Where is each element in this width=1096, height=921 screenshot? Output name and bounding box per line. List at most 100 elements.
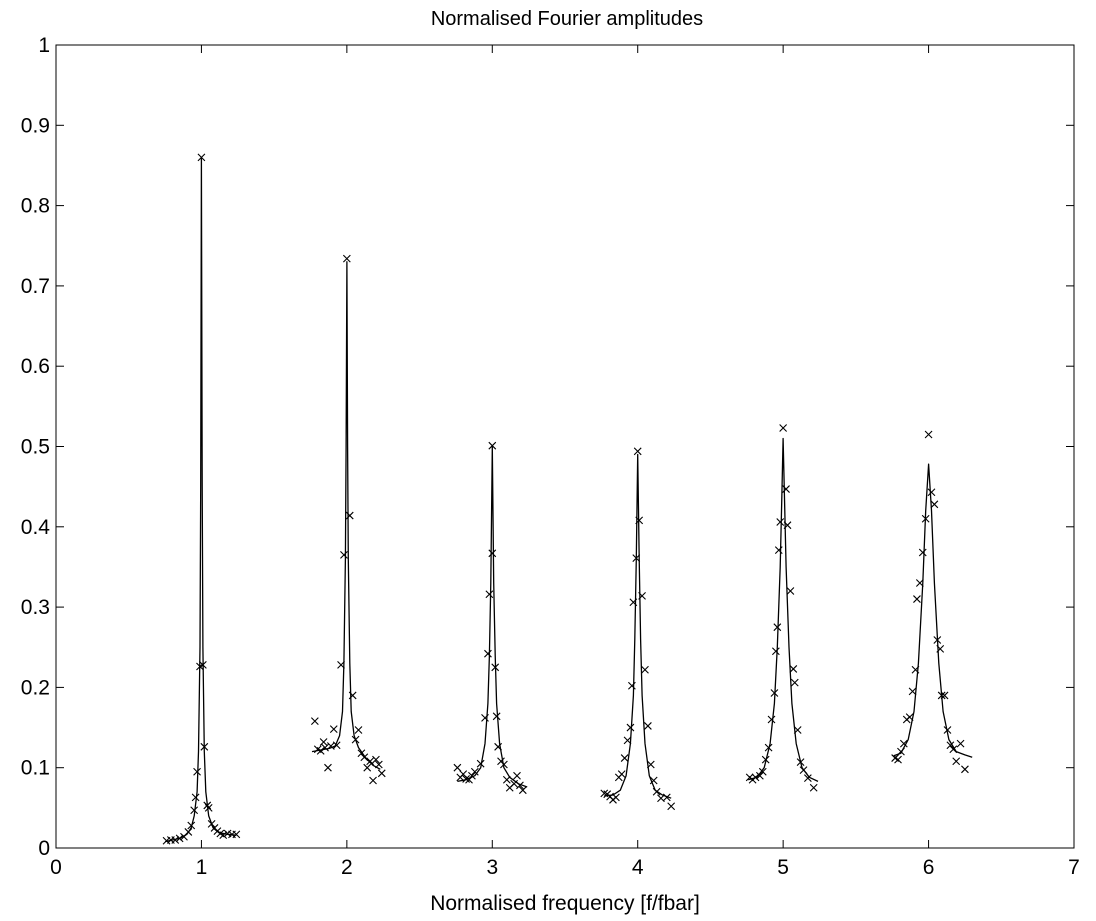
data-point-marker <box>770 689 779 697</box>
data-point-marker <box>207 820 216 828</box>
data-point-marker <box>908 687 917 696</box>
data-point-marker <box>905 713 914 721</box>
data-point-marker <box>357 749 366 758</box>
data-point-marker <box>758 767 767 776</box>
x-tick-label: 4 <box>632 856 644 879</box>
data-point-marker <box>187 821 196 830</box>
data-point-marker <box>786 587 795 595</box>
data-point-marker <box>197 153 206 162</box>
data-point-marker <box>946 741 955 750</box>
axis-ticks <box>55 44 1075 849</box>
chart-title: Normalised Fourier amplitudes <box>431 8 703 30</box>
data-point-marker <box>372 755 380 764</box>
data-point-marker <box>790 678 799 687</box>
data-point-marker <box>623 736 632 745</box>
data-point-marker <box>635 516 644 525</box>
data-point-marker <box>203 801 212 810</box>
data-point-marker <box>485 590 494 599</box>
x-tick-label: 2 <box>341 856 353 879</box>
x-tick-label: 0 <box>50 856 62 879</box>
fit-curve-peak-3 <box>457 445 528 788</box>
data-point-marker <box>612 793 620 802</box>
data-point-marker <box>641 665 649 674</box>
data-point-marker <box>345 511 354 520</box>
data-point-marker <box>204 803 213 812</box>
x-tick-label: 7 <box>1068 856 1080 879</box>
data-point-marker <box>363 763 372 772</box>
data-point-marker <box>510 779 518 788</box>
data-point-marker <box>927 488 936 497</box>
data-point-marker <box>632 554 641 563</box>
fit-curve-peak-6 <box>893 463 973 758</box>
data-point-marker <box>360 753 369 762</box>
data-point-marker <box>491 663 500 672</box>
data-point-marker <box>644 722 652 730</box>
data-point-marker <box>761 755 770 764</box>
data-point-marker <box>667 802 676 811</box>
data-point-marker <box>470 767 479 776</box>
data-point-marker <box>481 714 489 722</box>
data-point-marker <box>930 500 939 509</box>
data-point-marker <box>936 644 945 653</box>
data-point-marker <box>940 691 949 700</box>
data-point-marker <box>626 723 635 732</box>
data-point-marker <box>366 757 375 766</box>
y-tick-label: 0.1 <box>21 757 50 780</box>
data-point-marker <box>933 636 942 644</box>
data-point-marker <box>771 647 780 656</box>
data-point-marker <box>354 726 363 734</box>
data-point-marker <box>329 725 338 734</box>
data-point-marker <box>755 771 764 780</box>
data-point-marker <box>803 774 812 783</box>
data-point-marker <box>911 665 920 674</box>
data-point-marker <box>377 769 386 778</box>
data-point-marker <box>184 828 193 836</box>
data-point-marker <box>894 755 902 764</box>
data-point-marker <box>191 793 200 802</box>
data-point-marker <box>789 665 798 673</box>
data-point-marker <box>620 754 629 762</box>
data-point-marker <box>921 514 930 523</box>
data-point-marker <box>219 831 228 840</box>
y-tick-label: 1 <box>38 34 50 57</box>
x-tick-label: 5 <box>777 856 789 879</box>
data-point-marker <box>779 424 788 432</box>
data-point-marker <box>662 793 671 802</box>
data-point-marker <box>918 548 927 557</box>
data-point-marker <box>652 787 661 796</box>
data-point-marker <box>492 712 501 721</box>
data-point-marker <box>782 485 790 493</box>
data-point-marker <box>374 760 383 769</box>
data-point-marker <box>310 717 319 726</box>
data-point-marker <box>949 745 958 754</box>
data-point-marker <box>600 789 609 798</box>
data-point-marker <box>348 691 357 700</box>
data-point-marker <box>316 746 325 755</box>
data-point-marker <box>961 765 969 774</box>
data-point-marker <box>773 623 782 632</box>
data-point-marker <box>198 661 207 669</box>
data-point-marker <box>767 715 776 724</box>
data-point-marker <box>340 551 348 559</box>
data-point-marker <box>924 430 933 439</box>
data-point-marker <box>190 806 199 815</box>
y-tick-label: 0.5 <box>21 436 50 459</box>
data-point-marker <box>796 758 805 766</box>
data-point-marker <box>369 776 377 785</box>
fit-curve-peak-5 <box>748 437 819 782</box>
data-point-marker <box>319 738 328 746</box>
data-point-marker <box>943 726 952 734</box>
data-point-marker <box>617 770 626 779</box>
data-point-marker <box>899 739 908 748</box>
data-point-marker <box>809 783 818 792</box>
data-point-marker <box>518 786 527 795</box>
data-point-marker <box>913 595 921 603</box>
data-point-marker <box>628 681 636 690</box>
y-tick-label: 0.4 <box>21 516 51 539</box>
data-point-marker <box>633 447 642 456</box>
data-point-marker <box>952 757 961 766</box>
data-point-marker <box>171 836 180 844</box>
data-point-marker <box>468 771 476 780</box>
data-point-marker <box>332 741 341 750</box>
